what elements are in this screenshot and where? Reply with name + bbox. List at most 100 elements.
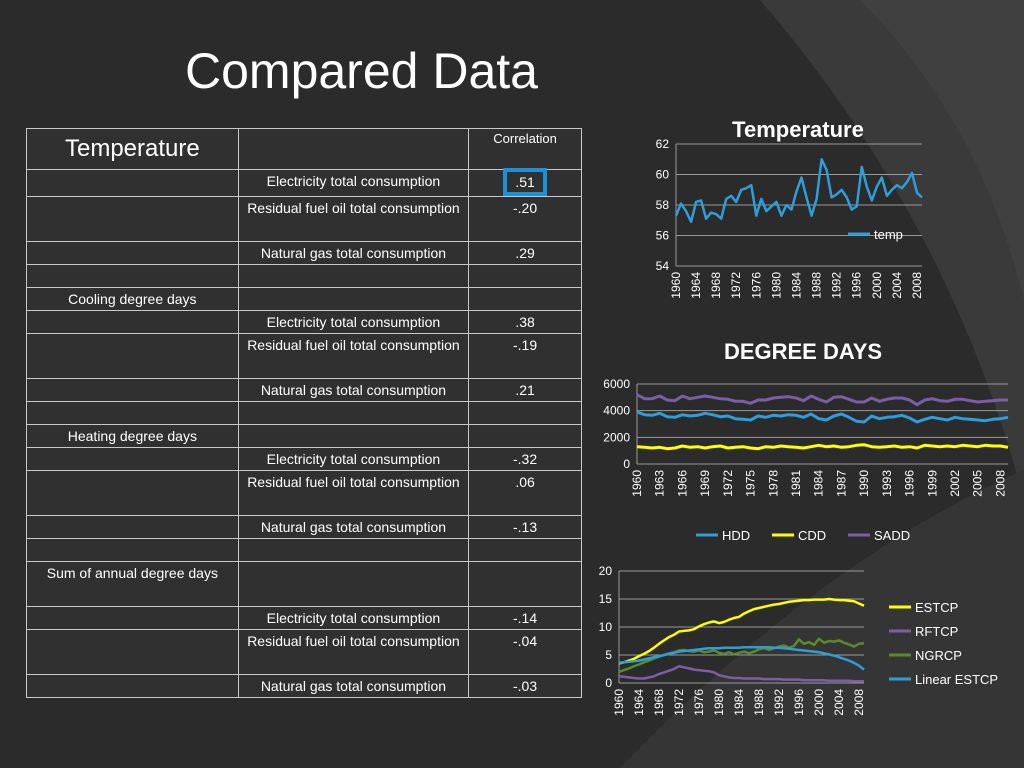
x-tick-label: 1976 [749, 272, 763, 299]
group-cell [26, 606, 239, 630]
group-cell [26, 169, 239, 197]
x-tick-label: 2008 [993, 470, 1007, 497]
correlation-cell [468, 287, 582, 311]
table-header-row: Temperature Correlation [26, 128, 582, 170]
correlation-cell: -.03 [468, 674, 582, 698]
x-tick-label: 1987 [834, 470, 848, 497]
table-row: Electricity total consumption -.32 [26, 447, 582, 471]
x-tick-label: 2000 [870, 272, 884, 299]
group-cell [26, 196, 239, 242]
y-tick-label: 0 [605, 676, 612, 690]
variable-cell: Natural gas total consumption [237, 378, 470, 402]
table-row [26, 538, 582, 562]
series-line-cdd [636, 443, 1009, 451]
x-tick-label: 1960 [612, 689, 626, 716]
header-label-cell: Temperature [26, 128, 239, 170]
variable-cell [237, 264, 470, 288]
temperature-header: Temperature [64, 135, 200, 162]
variable-cell: Natural gas total consumption [237, 241, 470, 265]
group-cell [26, 470, 239, 516]
group-cell: Sum of annual degree days [26, 561, 239, 607]
legend-label: HDD [722, 528, 750, 543]
consumption-chart: 0 5 10 15 20 1960 1964 1968 1972 1976 1980 1984 1988… [599, 564, 998, 716]
legend-label: ESTCP [915, 600, 958, 615]
group-cell: Cooling degree days [26, 287, 239, 311]
correlation-cell [468, 538, 582, 562]
x-tick-label: 2000 [812, 689, 826, 716]
header-empty-cell [237, 128, 470, 170]
table-row: Natural gas total consumption .29 [26, 241, 582, 265]
temperature-chart: Temperature 54 56 58 60 62 1960 1964 1968 1972 19… [656, 117, 924, 299]
x-tick-label: 1980 [769, 272, 783, 299]
correlation-cell: -.13 [468, 515, 582, 539]
correlation-cell: .29 [468, 241, 582, 265]
x-tick-label: 1978 [766, 470, 780, 497]
x-tick-label: 1981 [789, 470, 803, 497]
table-row: Sum of annual degree days [26, 561, 582, 607]
group-cell [26, 241, 239, 265]
legend-label: RFTCP [915, 624, 958, 639]
table-row: Natural gas total consumption -.13 [26, 515, 582, 539]
variable-cell: Electricity total consumption [237, 606, 470, 630]
correlation-cell: .51 [468, 168, 582, 197]
x-tick-label: 2004 [832, 689, 846, 716]
x-tick-label: 1984 [789, 272, 803, 299]
x-tick-label: 1964 [689, 272, 703, 299]
variable-cell: Natural gas total consumption [237, 674, 470, 698]
correlation-cell: .21 [468, 378, 582, 402]
correlation-cell [468, 264, 582, 288]
correlation-cell [468, 401, 582, 425]
y-tick-label: 5 [605, 648, 612, 662]
correlation-cell [468, 561, 582, 607]
group-cell [26, 401, 239, 425]
group-cell [26, 378, 239, 402]
x-tick-label: 1969 [698, 470, 712, 497]
correlation-cell: .06 [468, 470, 582, 516]
x-tick-label: 1992 [772, 689, 786, 716]
x-tick-label: 1976 [692, 689, 706, 716]
y-tick-label: 2000 [603, 430, 630, 444]
table-row: Residual fuel oil total consumption .06 [26, 470, 582, 516]
correlation-cell: -.14 [468, 606, 582, 630]
x-tick-label: 1993 [880, 470, 894, 497]
x-tick-label: 1975 [744, 470, 758, 497]
x-tick-label: 1968 [652, 689, 666, 716]
y-tick-label: 58 [656, 198, 670, 212]
table-row: Residual fuel oil total consumption -.19 [26, 333, 582, 379]
y-tick-label: 6000 [603, 377, 630, 391]
y-tick-label: 0 [623, 457, 630, 471]
series-line-temp [674, 158, 923, 224]
x-tick-label: 1960 [669, 272, 683, 299]
variable-cell [237, 538, 470, 562]
legend-label: temp [874, 227, 903, 242]
x-tick-label: 1972 [672, 689, 686, 716]
series-line-estcp [618, 597, 865, 665]
x-tick-label: 2004 [890, 272, 904, 299]
highlighted-correlation-value: .51 [503, 168, 547, 196]
group-cell [26, 333, 239, 379]
legend-label: CDD [798, 528, 826, 543]
variable-cell [237, 287, 470, 311]
table-row: Residual fuel oil total consumption -.20 [26, 196, 582, 242]
variable-cell: Residual fuel oil total consumption [237, 629, 470, 675]
x-tick-label: 1990 [857, 470, 871, 497]
variable-cell: Natural gas total consumption [237, 515, 470, 539]
group-cell [26, 538, 239, 562]
x-tick-label: 1996 [850, 272, 864, 299]
table-row: Heating degree days [26, 424, 582, 448]
series-line-sadd [636, 393, 1008, 407]
y-tick-label: 15 [599, 592, 613, 606]
chart-title: DEGREE DAYS [724, 339, 882, 364]
x-tick-label: 2002 [948, 470, 962, 497]
x-tick-label: 1972 [729, 272, 743, 299]
series-line-hdd [636, 410, 1009, 424]
y-tick-label: 54 [656, 259, 670, 273]
variable-cell: Residual fuel oil total consumption [237, 333, 470, 379]
correlation-cell: -.20 [468, 196, 582, 242]
variable-cell [237, 424, 470, 448]
x-tick-label: 1999 [925, 470, 939, 497]
correlation-header: Correlation [468, 128, 582, 170]
x-tick-label: 1964 [632, 689, 646, 716]
legend-label: NGRCP [915, 648, 962, 663]
